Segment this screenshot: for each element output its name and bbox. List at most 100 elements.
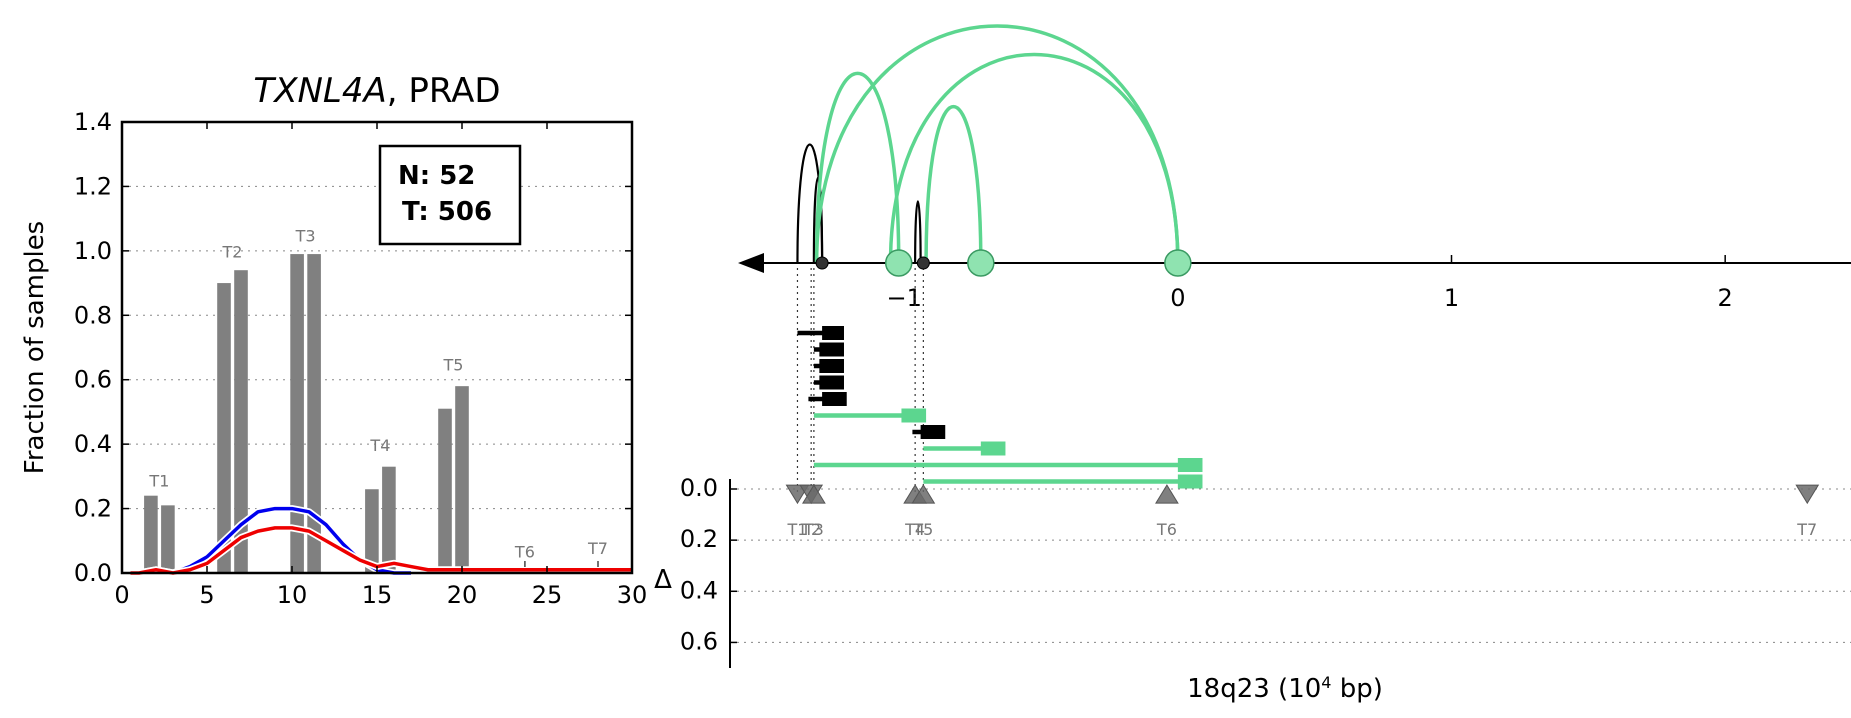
bar — [365, 489, 379, 573]
group-label: T3 — [295, 227, 316, 246]
x-tick-label: 5 — [199, 581, 214, 609]
delta-marker — [911, 484, 936, 504]
group-label: T4 — [369, 436, 390, 455]
splice-arc — [812, 176, 824, 264]
junction-dot — [916, 256, 930, 270]
series-lines — [130, 505, 632, 577]
group-label: T6 — [514, 542, 535, 561]
junction-circle — [967, 249, 995, 277]
y-axis-label: Fraction of samples — [20, 221, 50, 474]
delta-marker — [1155, 484, 1179, 504]
x-tick-label: 0 — [114, 581, 129, 609]
transcript-exon — [822, 392, 847, 406]
splice-arc — [924, 104, 983, 264]
bar — [290, 254, 304, 574]
x-tick-label: 10 — [277, 581, 308, 609]
chart-title: TXNL4A, PRAD — [253, 71, 500, 111]
title-suffix: , PRAD — [387, 71, 501, 111]
splice-arc — [888, 52, 1180, 264]
delta-axis-label: Δ — [654, 565, 672, 595]
transcript-exon — [1177, 458, 1203, 472]
x-tick-label: 20 — [447, 581, 478, 609]
axis-tick-label: 0 — [1170, 284, 1185, 312]
transcript-exon — [819, 375, 844, 390]
bar — [217, 283, 231, 573]
transcript-exon — [819, 359, 844, 373]
title-gene: TXNL4A — [253, 71, 386, 111]
delta-tick-label: 0.4 — [680, 576, 718, 604]
splice-arcs — [796, 24, 1180, 264]
group-label: T1 — [148, 471, 169, 490]
delta-tick-label: 0.2 — [680, 525, 718, 553]
group-label: T2 — [222, 243, 243, 262]
transcript-exon — [1177, 474, 1203, 489]
legend-normal-count: N: 52 — [398, 161, 475, 191]
delta-marker-label: T6 — [1156, 520, 1177, 539]
transcript-exon — [819, 342, 844, 357]
x-ticks: 0 5 10 15 20 25 30 — [114, 122, 647, 609]
x-tick-label: 30 — [617, 581, 648, 609]
x-axis-label: 18q23 (104 bp) — [1187, 673, 1383, 705]
x-axis-label-tail: bp) — [1331, 674, 1382, 704]
legend-box: N: 52 T: 506 — [378, 144, 522, 246]
y-tick-label: 0.8 — [74, 301, 112, 329]
axis-tick-label: −1 — [886, 284, 921, 312]
bars — [144, 254, 469, 574]
bar — [455, 386, 469, 573]
axis-tick-label: 2 — [1718, 284, 1733, 312]
bar — [382, 466, 396, 573]
group-labels: T1 T2 T3 T4 T5 T6 T7 — [148, 227, 608, 567]
y-tick-label: 0.4 — [74, 430, 112, 458]
junction-circle — [1164, 249, 1192, 277]
delta-marker — [1795, 484, 1820, 505]
junction-dot — [815, 256, 829, 270]
transcript-exon — [920, 425, 946, 439]
bar — [234, 270, 248, 573]
y-tick-label: 0.2 — [74, 495, 112, 523]
y-tick-label: 1.4 — [74, 108, 112, 136]
delta-marker — [801, 484, 826, 504]
junction-circle — [884, 249, 913, 277]
legend-frame — [378, 144, 522, 246]
delta-marker-label: T4 — [904, 520, 925, 539]
gridlines — [122, 185, 632, 510]
x-axis-label-exponent: 4 — [1321, 673, 1331, 692]
transcript-exon — [980, 441, 1006, 456]
y-tick-label: 0.0 — [74, 559, 112, 587]
delta-tick-label: 0.0 — [680, 474, 718, 502]
group-label: T5 — [443, 355, 464, 374]
delta-marker-label: T7 — [1796, 520, 1817, 539]
x-axis-label-main: 18q23 (10 — [1187, 674, 1321, 704]
transcripts — [797, 326, 1203, 489]
y-tick-label: 1.0 — [74, 237, 112, 265]
group-label: T7 — [587, 539, 608, 558]
axis-tick-label: 1 — [1444, 284, 1459, 312]
bar — [161, 505, 175, 573]
bar — [438, 408, 452, 573]
delta-marker-label: T5 — [912, 520, 933, 539]
genomic-axis: −1 0 1 2 — [738, 253, 1851, 312]
delta-marker-label: T2 — [800, 520, 821, 539]
legend-tumor-count: T: 506 — [402, 197, 492, 227]
y-ticks: 0.0 0.2 0.4 0.6 0.8 1.0 1.2 1.4 — [74, 108, 632, 587]
delta-marker-label: T1 — [786, 520, 807, 539]
x-tick-label: 25 — [532, 581, 563, 609]
delta-marker-label: T3 — [803, 520, 824, 539]
transcript-exon — [822, 326, 844, 340]
junction-markers — [815, 249, 1192, 277]
y-tick-label: 1.2 — [74, 172, 112, 200]
transcript-exon — [901, 408, 927, 423]
guide-lines — [796, 268, 924, 494]
bar-chart-panel: T1 T2 T3 T4 T5 T6 T7 0 5 10 15 20 25 30 0.0 0.2 0.4 0.6… — [20, 71, 647, 609]
delta-tick-label: 0.6 — [680, 627, 718, 655]
bar — [307, 254, 321, 574]
x-tick-label: 15 — [362, 581, 393, 609]
bar — [144, 495, 158, 573]
splice-arc — [814, 71, 901, 264]
y-tick-label: 0.6 — [74, 366, 112, 394]
strand-arrow-icon — [738, 253, 764, 273]
splice-arc — [914, 200, 922, 264]
